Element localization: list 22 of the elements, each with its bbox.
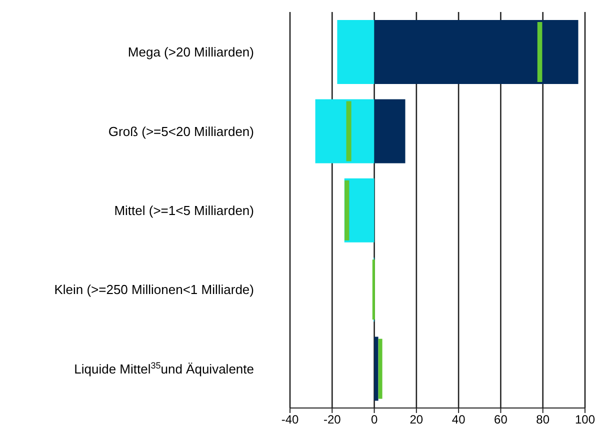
x-tick-label: 80	[536, 412, 550, 427]
bar	[374, 20, 578, 84]
bar	[344, 180, 350, 240]
x-tick-label: -20	[323, 412, 342, 427]
bar	[315, 99, 374, 164]
x-tick-label: 100	[574, 412, 596, 427]
x-tick-label: 60	[494, 412, 508, 427]
x-tick-label: 40	[452, 412, 466, 427]
y-tick-label: Klein (>=250 Millionen<1 Milliarde)	[54, 282, 254, 298]
y-tick-label: Groß (>=5<20 Milliarden)	[108, 124, 254, 139]
y-tick-label: Mittel (>=1<5 Milliarden)	[114, 203, 254, 218]
y-tick-label: Mega (>20 Milliarden)	[128, 44, 254, 60]
bar	[374, 99, 406, 164]
y-tick-label: Liquide Mittel$^{35}$und Äquivalente	[74, 360, 254, 376]
x-tick-label: -40	[281, 412, 299, 427]
bar	[346, 101, 352, 162]
bar	[378, 338, 382, 399]
bar	[537, 22, 542, 82]
x-tick-label: 0	[370, 412, 378, 427]
bar	[374, 336, 378, 401]
bar	[337, 20, 374, 84]
x-tick-label: 20	[410, 412, 424, 427]
